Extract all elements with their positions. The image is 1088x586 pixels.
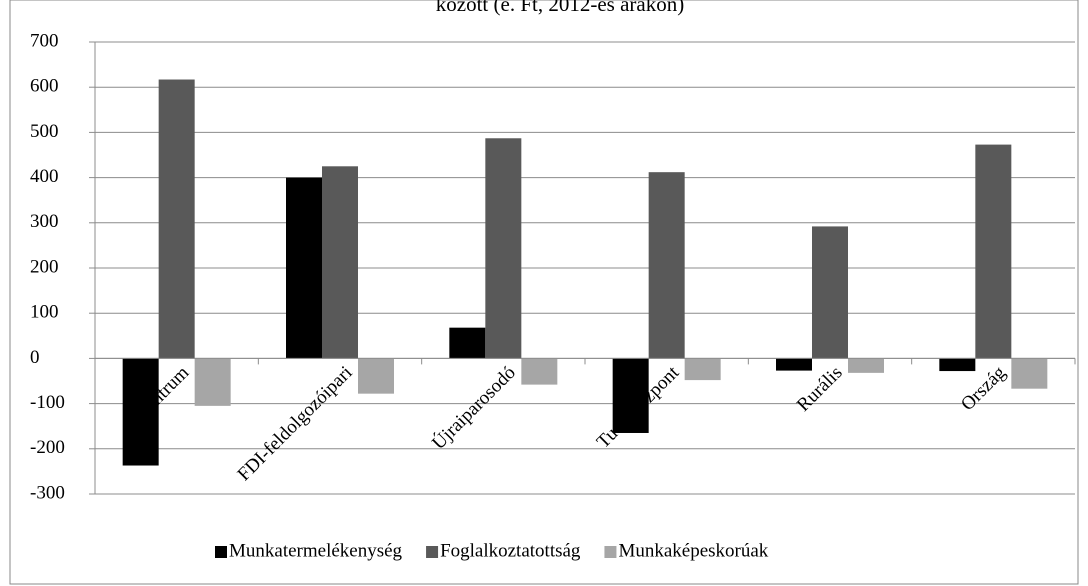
y-tick-label: 500 <box>30 121 59 142</box>
bar <box>776 358 812 371</box>
legend-swatch <box>604 546 617 558</box>
x-tick-label: Újraiparosodó <box>428 361 520 453</box>
bar <box>358 358 394 394</box>
bar <box>485 138 522 359</box>
bar <box>975 144 1012 359</box>
chart-title: között (e. Ft, 2012-es árakon) <box>436 0 684 16</box>
y-tick-label: 400 <box>30 166 59 187</box>
legend-swatch <box>215 546 227 558</box>
bar <box>684 358 721 381</box>
y-tick-label: 0 <box>30 347 40 368</box>
y-tick-label: 200 <box>30 256 59 277</box>
y-tick-label: 300 <box>30 211 59 232</box>
bar <box>286 177 322 359</box>
legend-label: Munkatermelékenység <box>229 540 403 561</box>
bar <box>812 226 848 359</box>
y-tick-label: 700 <box>30 30 59 51</box>
bar <box>449 327 486 359</box>
y-tick-label: 100 <box>30 302 59 323</box>
y-tick-label: 600 <box>30 76 59 97</box>
chart-border <box>9 0 1079 585</box>
bar <box>1011 358 1048 389</box>
legend-label: Munkaképeskorúak <box>618 540 768 561</box>
legend-swatch <box>426 546 439 558</box>
bar <box>322 166 358 359</box>
bar <box>612 358 649 433</box>
bar <box>848 358 884 373</box>
legend-label: Foglalkoztatottság <box>440 540 581 561</box>
bar <box>939 358 976 372</box>
y-tick-label: -200 <box>30 437 65 458</box>
bar <box>122 358 159 466</box>
x-tick-label: FDI-feldolgozóipari <box>234 362 357 485</box>
y-tick-label: -100 <box>30 392 65 413</box>
y-tick-label: -300 <box>30 482 65 503</box>
bar <box>158 79 195 359</box>
bar <box>194 358 231 406</box>
bar <box>521 358 558 385</box>
bar <box>648 172 685 359</box>
